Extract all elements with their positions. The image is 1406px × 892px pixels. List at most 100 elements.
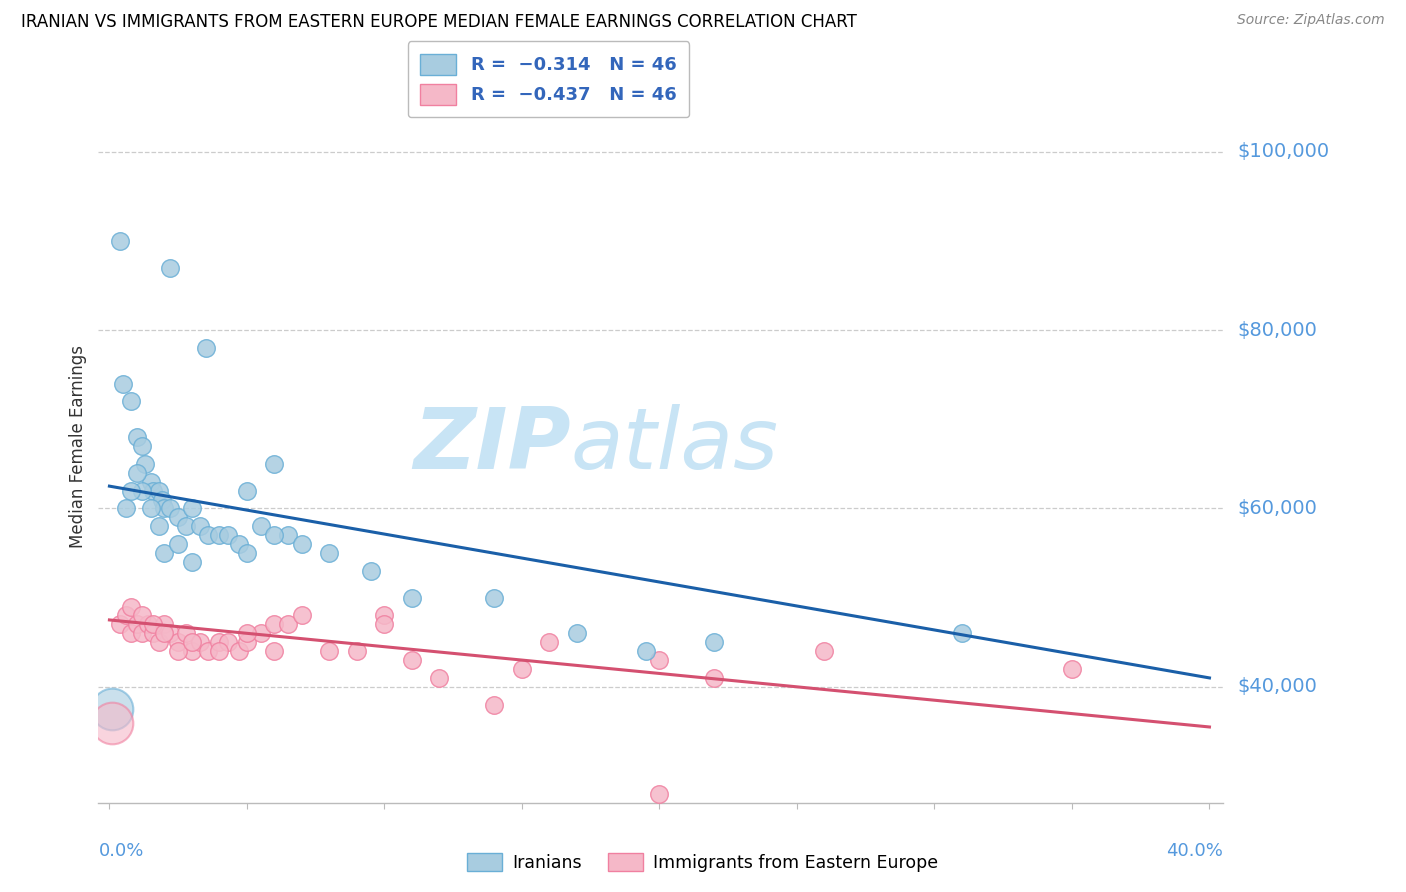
Point xyxy=(318,644,340,658)
Point xyxy=(134,457,156,471)
Point xyxy=(277,528,299,542)
Point xyxy=(176,626,198,640)
Text: ZIP: ZIP xyxy=(413,404,571,488)
Point xyxy=(153,617,176,632)
Point xyxy=(373,608,395,623)
Point xyxy=(120,483,142,498)
Point xyxy=(648,787,671,801)
Point xyxy=(167,635,190,649)
Point xyxy=(142,617,165,632)
Point xyxy=(148,483,170,498)
Point xyxy=(277,617,299,632)
Point xyxy=(120,394,142,409)
Point xyxy=(120,599,142,614)
Point xyxy=(217,528,239,542)
Point xyxy=(813,644,835,658)
Point xyxy=(125,466,148,480)
Point xyxy=(429,671,451,685)
Point xyxy=(181,555,204,569)
Point xyxy=(249,519,271,533)
Point xyxy=(208,528,231,542)
Point xyxy=(208,635,231,649)
Point xyxy=(360,564,382,578)
Point xyxy=(188,519,211,533)
Point xyxy=(263,644,285,658)
Point xyxy=(131,608,153,623)
Point xyxy=(236,483,259,498)
Point xyxy=(263,528,285,542)
Point xyxy=(228,537,250,551)
Point xyxy=(950,626,973,640)
Point xyxy=(142,626,165,640)
Point xyxy=(120,626,142,640)
Point xyxy=(101,702,124,716)
Y-axis label: Median Female Earnings: Median Female Earnings xyxy=(69,344,87,548)
Point xyxy=(249,626,271,640)
Point xyxy=(153,546,176,560)
Point xyxy=(159,501,181,516)
Point xyxy=(153,501,176,516)
Point xyxy=(167,510,190,524)
Point xyxy=(139,501,162,516)
Point xyxy=(291,537,314,551)
Point xyxy=(484,591,506,605)
Text: $40,000: $40,000 xyxy=(1237,677,1317,697)
Point xyxy=(263,617,285,632)
Point xyxy=(136,617,159,632)
Point xyxy=(318,546,340,560)
Text: IRANIAN VS IMMIGRANTS FROM EASTERN EUROPE MEDIAN FEMALE EARNINGS CORRELATION CHA: IRANIAN VS IMMIGRANTS FROM EASTERN EUROP… xyxy=(21,13,858,31)
Text: $80,000: $80,000 xyxy=(1237,320,1317,340)
Point xyxy=(167,644,190,658)
Point xyxy=(131,626,153,640)
Point xyxy=(142,483,165,498)
Point xyxy=(648,653,671,667)
Point xyxy=(167,537,190,551)
Point xyxy=(181,501,204,516)
Point xyxy=(139,475,162,489)
Point xyxy=(148,635,170,649)
Point xyxy=(634,644,657,658)
Point xyxy=(115,501,138,516)
Text: 40.0%: 40.0% xyxy=(1167,842,1223,860)
Point xyxy=(110,234,132,248)
Point xyxy=(217,635,239,649)
Point xyxy=(703,671,725,685)
Point xyxy=(236,546,259,560)
Text: $60,000: $60,000 xyxy=(1237,499,1317,518)
Point xyxy=(228,644,250,658)
Legend: Iranians, Immigrants from Eastern Europe: Iranians, Immigrants from Eastern Europe xyxy=(461,847,945,879)
Point xyxy=(565,626,588,640)
Text: Source: ZipAtlas.com: Source: ZipAtlas.com xyxy=(1237,13,1385,28)
Text: 0.0%: 0.0% xyxy=(98,842,143,860)
Point xyxy=(208,644,231,658)
Point xyxy=(373,617,395,632)
Point xyxy=(1060,662,1083,676)
Point xyxy=(153,626,176,640)
Point xyxy=(263,457,285,471)
Point xyxy=(346,644,368,658)
Point xyxy=(176,519,198,533)
Point xyxy=(401,653,423,667)
Point xyxy=(401,591,423,605)
Point xyxy=(703,635,725,649)
Point xyxy=(112,376,135,391)
Legend: R =  −0.314   N = 46, R =  −0.437   N = 46: R = −0.314 N = 46, R = −0.437 N = 46 xyxy=(408,41,689,117)
Point xyxy=(181,635,204,649)
Point xyxy=(181,644,204,658)
Point xyxy=(538,635,561,649)
Point xyxy=(150,492,173,507)
Point xyxy=(159,626,181,640)
Point xyxy=(131,483,153,498)
Point xyxy=(148,519,170,533)
Point xyxy=(131,439,153,453)
Point xyxy=(125,617,148,632)
Point xyxy=(291,608,314,623)
Point xyxy=(197,644,219,658)
Point xyxy=(101,715,124,730)
Point xyxy=(510,662,533,676)
Point xyxy=(125,430,148,444)
Point xyxy=(236,626,259,640)
Point xyxy=(110,617,132,632)
Point xyxy=(115,608,138,623)
Point xyxy=(188,635,211,649)
